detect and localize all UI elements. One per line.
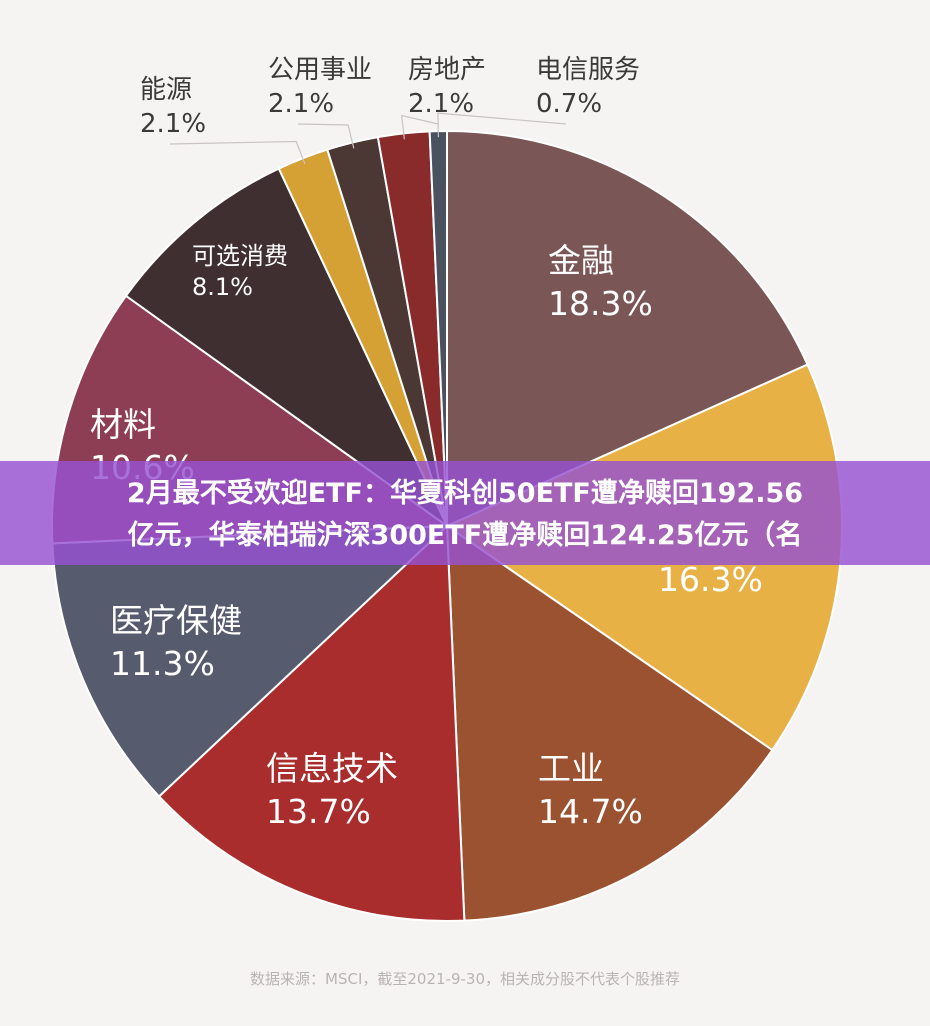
leader-line [437,112,567,138]
slice-value-label: 2.1% [140,109,206,139]
pie-slice [446,129,809,528]
pie-slice [51,524,450,798]
slice-name-label: 医疗保健 [110,601,242,640]
slice-name-label: 房地产 [408,55,486,85]
slice-value-label: 2.1% [408,89,474,119]
pie-slice [157,523,466,923]
slice-value-label: 14.7% [538,792,643,831]
pie-slice [124,167,450,530]
slice-value-label: 0.7% [536,89,602,119]
slice-value-label: 2.1% [268,89,334,119]
headline-banner: 2月最不受欢迎ETF：华夏科创50ETF遭净赎回192.56 亿元，华泰柏瑞沪深… [0,461,930,565]
source-note: 数据来源：MSCI，截至2021-9-30，相关成分股不代表个股推荐 [250,970,680,988]
headline-line-1: 2月最不受欢迎ETF：华夏科创50ETF遭净赎回192.56 [126,478,804,509]
slice-name-label: 能源 [140,75,192,105]
slice-value-label: 13.7% [266,792,371,831]
leader-line [169,140,306,165]
slice-name-label: 公用事业 [268,55,372,85]
slice-value-label: 16.3% [658,560,763,599]
slice-name-label: 材料 [90,405,156,444]
slice-name-label: 可选消费 [192,242,288,270]
slice-name-label: 工业 [538,749,604,788]
leader-line [297,123,355,149]
pie-slice [445,524,774,922]
slice-value-label: 11.3% [110,644,215,683]
headline-line-2: 亿元，华泰柏瑞沪深300ETF遭净赎回124.25亿元（名 [127,520,803,551]
slice-value-label: 18.3% [548,284,653,323]
slice-value-label: 8.1% [192,273,253,301]
slice-name-label: 电信服务 [536,55,640,85]
slice-name-label: 信息技术 [266,749,398,788]
slice-name-label: 金融 [548,241,614,280]
leader-line [401,114,439,140]
